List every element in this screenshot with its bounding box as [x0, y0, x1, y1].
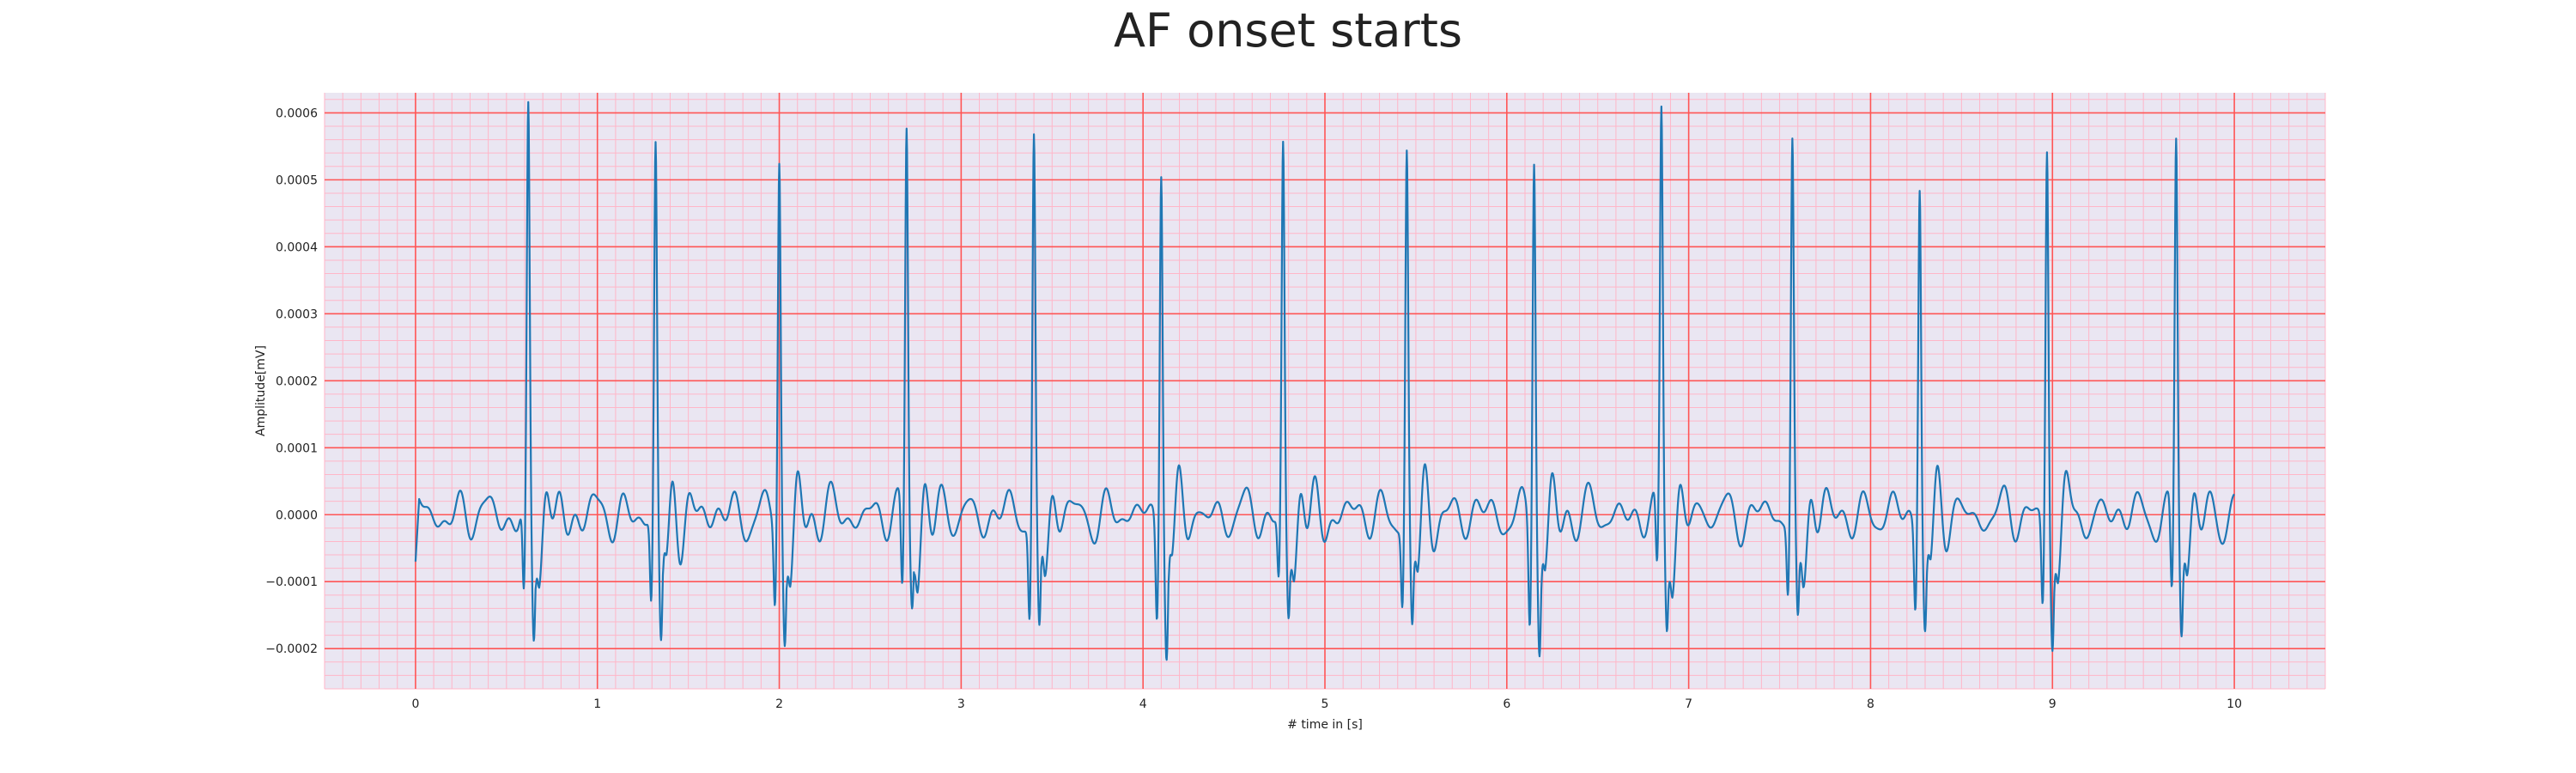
y-tick-label: 0.0005: [276, 173, 318, 187]
major-grid: [325, 93, 2325, 689]
y-tick-label: 0.0000: [276, 508, 318, 522]
x-axis-label: # time in [s]: [1287, 718, 1363, 732]
y-tick-label: −0.0001: [265, 575, 318, 589]
x-tick-label: 10: [2227, 697, 2242, 711]
x-tick-label: 2: [775, 697, 783, 711]
x-axis-ticks: 0 1 2 3 4 5 6 7 8 9 10: [411, 697, 2242, 711]
x-tick-label: 0: [411, 697, 419, 711]
y-tick-label: −0.0002: [265, 642, 318, 656]
y-axis-ticks: −0.0002 −0.0001 0.0000 0.0001 0.0002 0.0003 0.…: [265, 107, 318, 656]
chart-title: AF onset starts: [1113, 3, 1463, 58]
y-axis-label: Amplitude[mV]: [254, 345, 268, 436]
x-tick-label: 8: [1867, 697, 1874, 711]
ecg-trace-line: [414, 100, 2235, 661]
x-tick-label: 6: [1503, 697, 1510, 711]
y-tick-label: 0.0002: [276, 374, 318, 388]
y-tick-label: 0.0004: [276, 240, 318, 254]
y-tick-label: 0.0006: [276, 107, 318, 120]
y-tick-label: 0.0001: [276, 441, 318, 455]
x-tick-label: 4: [1139, 697, 1147, 711]
x-tick-label: 9: [2049, 697, 2057, 711]
x-tick-label: 3: [957, 697, 965, 711]
x-tick-label: 7: [1685, 697, 1692, 711]
y-tick-label: 0.0003: [276, 307, 318, 321]
x-tick-label: 1: [593, 697, 601, 711]
x-tick-label: 5: [1321, 697, 1329, 711]
